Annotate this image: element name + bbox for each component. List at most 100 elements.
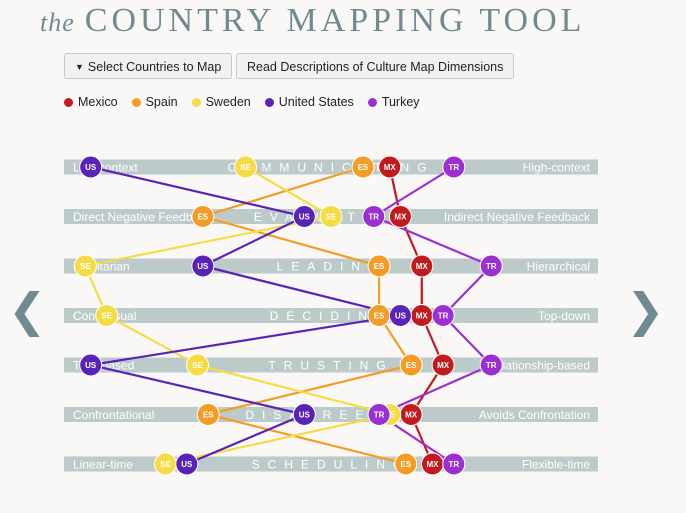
country-marker-mx[interactable]: MX <box>399 403 423 426</box>
marker-circle <box>73 254 97 278</box>
marker-circle <box>442 452 466 476</box>
country-marker-es[interactable]: ES <box>196 403 220 426</box>
marker-circle <box>292 205 316 228</box>
marker-label: US <box>85 163 97 172</box>
title-main: COUNTRY MAPPING TOOL <box>84 2 586 39</box>
caret-down-icon: ▼ <box>75 62 84 72</box>
country-marker-tr[interactable]: TR <box>479 353 503 377</box>
country-marker-us[interactable]: US <box>388 304 412 327</box>
country-marker-se[interactable]: SE <box>153 452 177 476</box>
legend-item-es: Spain <box>131 95 178 109</box>
dimension-name: LEADING <box>277 260 386 274</box>
read-descriptions-button[interactable]: Read Descriptions of Culture Map Dimensi… <box>236 53 515 79</box>
marker-label: SE <box>240 163 251 172</box>
marker-circle <box>186 353 209 377</box>
country-marker-us[interactable]: US <box>175 452 199 476</box>
country-marker-es[interactable]: ES <box>394 452 418 476</box>
dimension-name: COMMUNICATING <box>227 161 434 175</box>
marker-label: US <box>181 460 193 469</box>
legend-dot <box>131 97 141 107</box>
marker-circle <box>191 205 215 228</box>
dimension-name: DECIDING <box>270 309 393 323</box>
country-marker-us[interactable]: US <box>292 205 316 228</box>
legend-label: United States <box>278 95 354 109</box>
marker-circle <box>431 353 455 377</box>
country-marker-mx[interactable]: MX <box>388 205 412 228</box>
country-marker-se[interactable]: SE <box>319 205 343 228</box>
country-marker-us[interactable]: US <box>79 353 103 377</box>
marker-label: SE <box>326 213 337 222</box>
country-marker-mx[interactable]: MX <box>420 452 444 476</box>
page-title: the COUNTRY MAPPING TOOL <box>40 2 585 40</box>
marker-circle <box>79 353 103 377</box>
country-marker-se[interactable]: SE <box>234 155 258 179</box>
country-marker-se[interactable]: SE <box>95 304 119 327</box>
marker-circle <box>410 254 434 278</box>
country-marker-se[interactable]: SE <box>186 353 209 377</box>
country-marker-mx[interactable]: MX <box>431 353 455 377</box>
legend-item-tr: Turkey <box>367 95 420 109</box>
country-marker-tr[interactable]: TR <box>431 304 455 327</box>
marker-circle <box>394 452 418 476</box>
country-marker-us[interactable]: US <box>292 403 316 426</box>
country-marker-tr[interactable]: TR <box>442 452 466 476</box>
country-marker-es[interactable]: ES <box>367 254 391 278</box>
dimension-right-label: Relationship-based <box>487 359 590 373</box>
marker-label: ES <box>406 361 417 370</box>
marker-label: MX <box>437 361 450 370</box>
dimension-right-label: Top-down <box>538 309 590 323</box>
country-marker-tr[interactable]: TR <box>479 254 503 278</box>
marker-label: MX <box>405 411 418 420</box>
marker-circle <box>442 155 466 179</box>
marker-label: ES <box>374 312 385 321</box>
country-marker-es[interactable]: ES <box>399 353 423 377</box>
marker-label: TR <box>368 213 379 222</box>
marker-label: US <box>197 262 209 271</box>
read-descriptions-label: Read Descriptions of Culture Map Dimensi… <box>247 60 504 74</box>
marker-label: TR <box>374 411 385 420</box>
country-marker-es[interactable]: ES <box>191 205 215 228</box>
country-marker-es[interactable]: ES <box>351 155 375 179</box>
marker-label: MX <box>394 213 407 222</box>
marker-circle <box>292 403 316 426</box>
marker-label: SE <box>101 312 112 321</box>
country-marker-mx[interactable]: MX <box>410 254 434 278</box>
marker-label: MX <box>384 163 397 172</box>
marker-label: ES <box>400 460 411 469</box>
country-marker-se[interactable]: SE <box>73 254 97 278</box>
marker-label: TR <box>486 361 497 370</box>
marker-circle <box>79 155 103 179</box>
marker-circle <box>479 353 503 377</box>
country-marker-tr[interactable]: TR <box>442 155 466 179</box>
dimension-right-label: Indirect Negative Feedback <box>444 210 591 224</box>
marker-label: US <box>299 411 311 420</box>
marker-circle <box>196 403 220 426</box>
marker-label: US <box>395 312 407 321</box>
marker-circle <box>431 304 455 327</box>
country-marker-tr[interactable]: TR <box>367 403 391 426</box>
dimension-right-label: Hierarchical <box>527 260 590 274</box>
country-marker-mx[interactable]: MX <box>378 155 402 179</box>
country-marker-tr[interactable]: TR <box>362 205 386 228</box>
dimension-left-label: Direct Negative Feedback <box>73 210 212 224</box>
country-marker-mx[interactable]: MX <box>410 304 434 327</box>
legend-dot <box>264 97 274 107</box>
marker-circle <box>378 155 402 179</box>
country-marker-es[interactable]: ES <box>367 304 391 327</box>
legend-label: Sweden <box>205 95 251 109</box>
marker-circle <box>367 254 391 278</box>
marker-circle <box>399 353 423 377</box>
marker-circle <box>388 205 412 228</box>
marker-label: SE <box>160 460 171 469</box>
country-marker-us[interactable]: US <box>79 155 103 179</box>
select-countries-button[interactable]: ▼ Select Countries to Map <box>64 53 233 79</box>
marker-label: SE <box>80 262 91 271</box>
dimension-right-label: Avoids Confrontation <box>479 408 590 422</box>
country-marker-us[interactable]: US <box>191 254 215 278</box>
title-prefix: the <box>40 8 75 37</box>
legend-label: Mexico <box>78 95 118 109</box>
legend-item-se: Sweden <box>191 95 251 109</box>
dimension-name: SCHEDULING <box>252 458 411 472</box>
marker-label: ES <box>203 411 214 420</box>
